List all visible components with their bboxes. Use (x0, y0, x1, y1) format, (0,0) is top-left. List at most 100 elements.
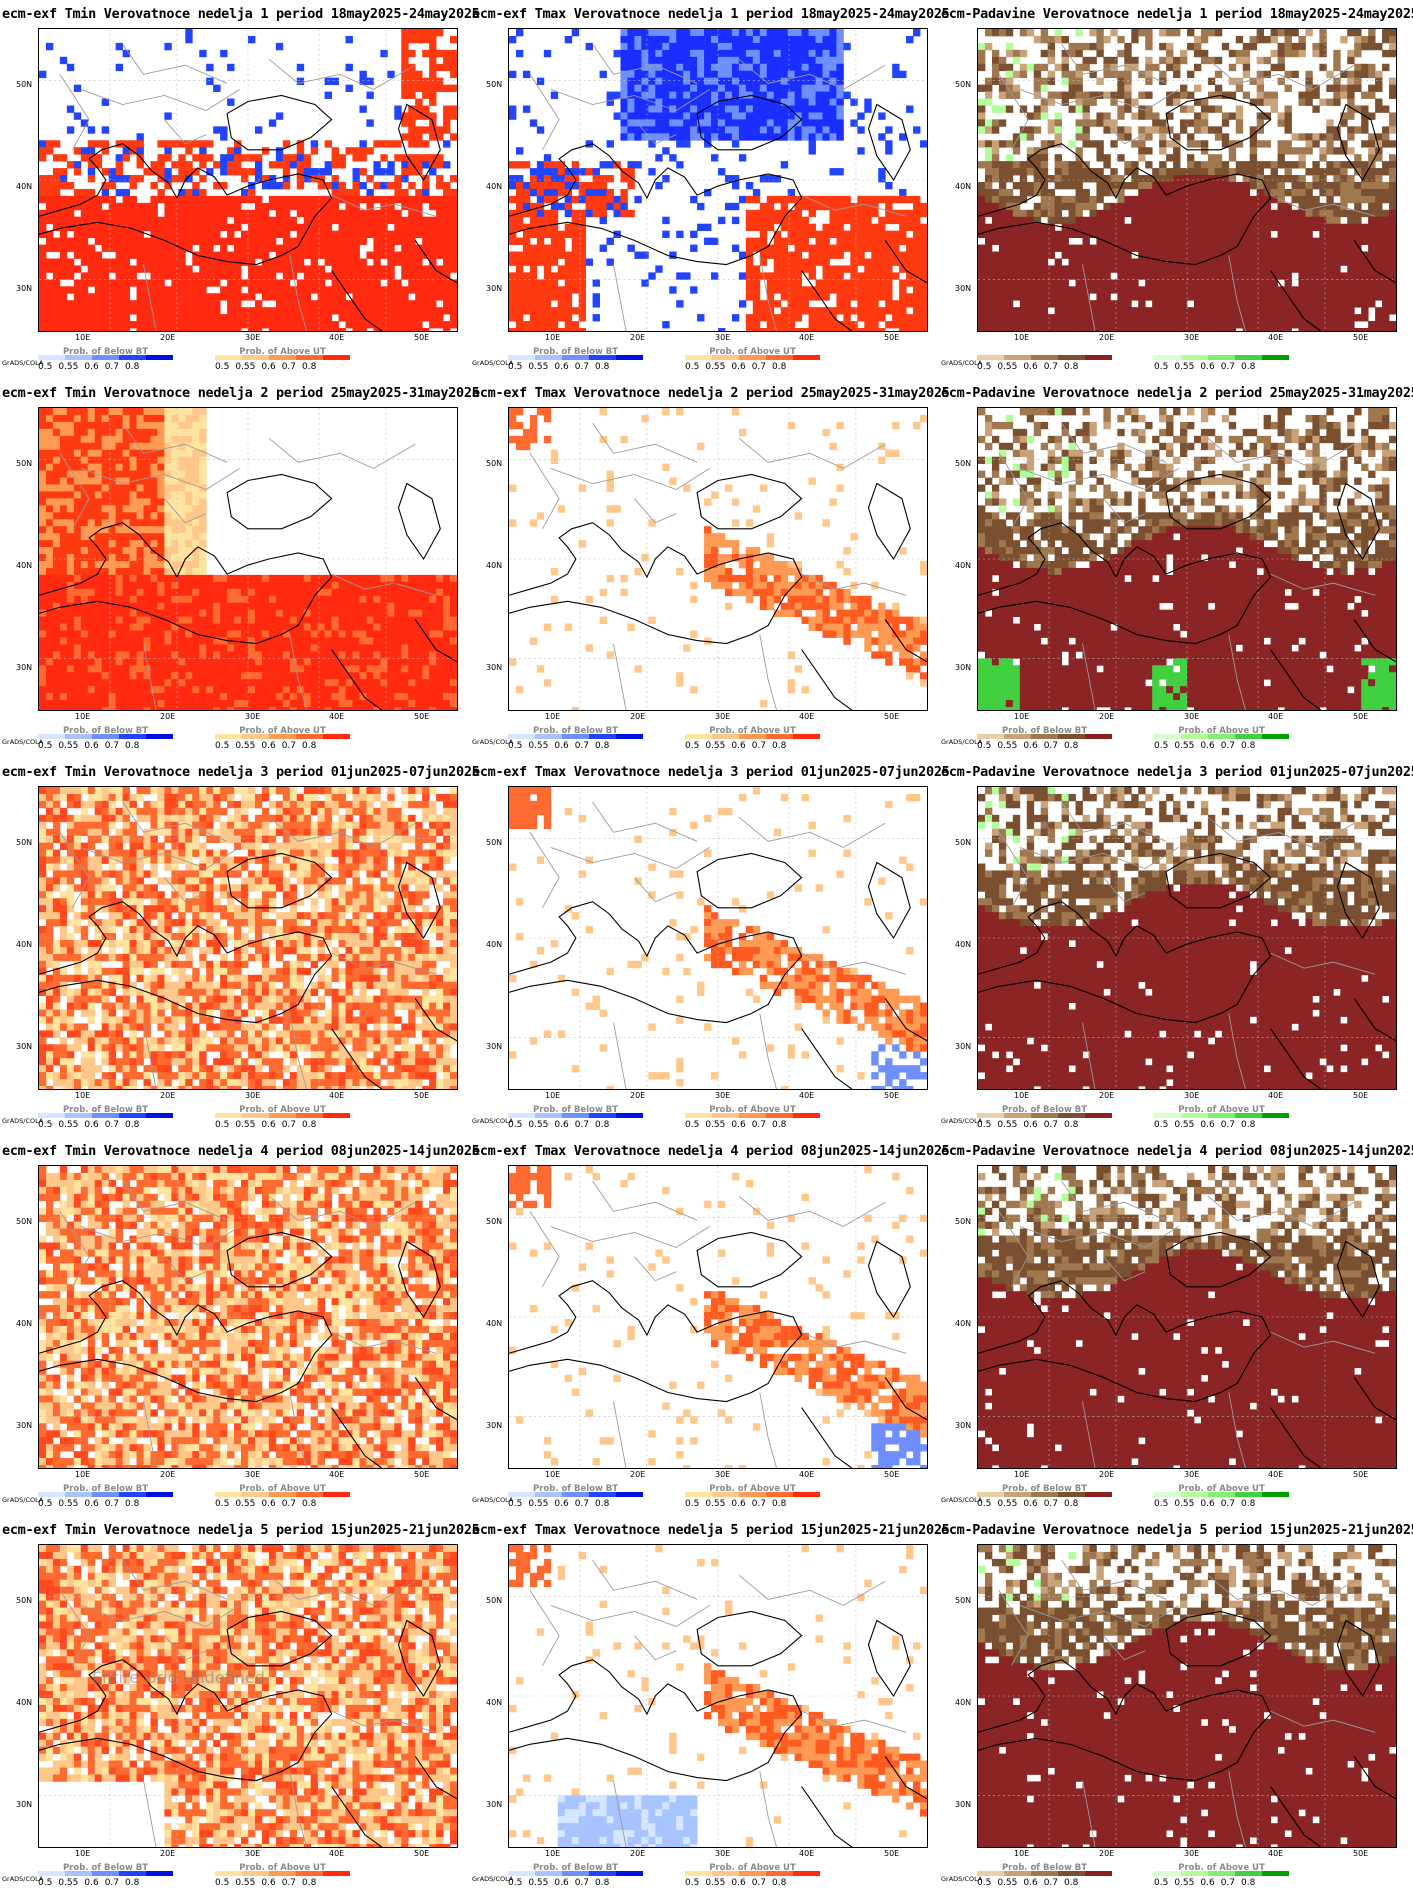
legend-tick: 0.5 (977, 1499, 991, 1509)
longitude-label: 20E (160, 333, 175, 342)
legend-above: Prob. of Above UT 0.5 0.55 0.6 0.7 0.8 (215, 347, 350, 377)
panel-title: ecm-exf Tmax Verovatnoce nedelja 2 perio… (472, 385, 950, 401)
longitude-label: 10E (75, 333, 90, 342)
longitude-label: 40E (329, 1091, 344, 1100)
probability-map (38, 407, 458, 711)
legend-tick: 0.7 (752, 1499, 766, 1509)
color-swatch (508, 734, 535, 739)
latitude-label: 40N (486, 1319, 502, 1328)
longitude-label: 40E (329, 1470, 344, 1479)
color-swatch (977, 1492, 1004, 1497)
color-swatch (92, 355, 119, 360)
color-swatch (65, 1113, 92, 1118)
longitude-label: 10E (545, 712, 560, 721)
longitude-label: 10E (75, 1091, 90, 1100)
legend-ticks: 0.5 0.55 0.6 0.7 0.8 (508, 741, 648, 751)
legend-below: Prob. of Below BT 0.5 0.55 0.6 0.7 0.8 (508, 1484, 643, 1514)
forecast-panel: ecm-exf Tmin Verovatnoce nedelja 3 perio… (2, 758, 480, 1137)
legend-tick: 0.55 (58, 1878, 78, 1888)
color-swatch (1262, 1492, 1289, 1497)
legend-ticks: 0.5 0.55 0.6 0.7 0.8 (215, 1120, 355, 1130)
forecast-panel: ecm-exf Tmin Verovatnoce nedelja 2 perio… (2, 379, 480, 758)
latitude-label: 40N (955, 940, 971, 949)
legend-tick: 0.55 (997, 362, 1017, 372)
color-bar (1154, 1871, 1289, 1876)
legend-tick: 0.55 (58, 362, 78, 372)
color-bar (685, 355, 820, 360)
probability-map (977, 28, 1397, 332)
color-swatch (766, 1113, 793, 1118)
legend-tick: 0.6 (84, 1878, 98, 1888)
legend-tick: 0.7 (1221, 1878, 1235, 1888)
probability-map (508, 1165, 928, 1469)
color-swatch (616, 355, 643, 360)
legend-tick: 0.8 (1241, 1878, 1255, 1888)
legend-below: Prob. of Below BT 0.5 0.55 0.6 0.7 0.8 (508, 347, 643, 377)
longitude-label: 10E (1014, 1091, 1029, 1100)
longitude-label: 50E (884, 1849, 899, 1858)
latitude-label: 30N (16, 663, 32, 672)
longitude-label: 50E (1353, 1470, 1368, 1479)
latitude-label: 30N (955, 663, 971, 672)
forecast-panel: ecm-Padavine Verovatnoce nedelja 2 perio… (941, 379, 1413, 758)
color-swatch (65, 1871, 92, 1876)
longitude-label: 20E (1099, 1091, 1114, 1100)
legend-tick: 0.7 (282, 362, 296, 372)
legend: GrADS/COLA Prob. of Below BT 0.5 0.55 0.6 0.7… (2, 726, 462, 756)
legend-tick: 0.5 (215, 1120, 229, 1130)
color-swatch (269, 734, 296, 739)
color-swatch (269, 1492, 296, 1497)
legend-ticks: 0.5 0.55 0.6 0.7 0.8 (977, 741, 1117, 751)
forecast-panel: ecm-exf Tmax Verovatnoce nedelja 3 perio… (472, 758, 950, 1137)
color-swatch (766, 355, 793, 360)
legend: GrADS/COLA Prob. of Below BT 0.5 0.55 0.6 0.7… (2, 1484, 462, 1514)
longitude-label: 40E (1268, 712, 1283, 721)
longitude-label: 40E (329, 1849, 344, 1858)
legend-title: Prob. of Below BT (508, 1863, 643, 1873)
longitude-label: 50E (884, 712, 899, 721)
color-swatch (1004, 734, 1031, 739)
color-swatch (508, 1871, 535, 1876)
forecast-panel: ecm-Padavine Verovatnoce nedelja 3 perio… (941, 758, 1413, 1137)
color-swatch (977, 1871, 1004, 1876)
color-swatch (535, 1113, 562, 1118)
color-swatch (508, 355, 535, 360)
color-swatch (685, 1492, 712, 1497)
legend-title: Prob. of Below BT (38, 1484, 173, 1494)
legend-below: Prob. of Below BT 0.5 0.55 0.6 0.7 0.8 (977, 726, 1112, 756)
probability-map (508, 1544, 928, 1848)
color-swatch (1208, 1871, 1235, 1876)
longitude-label: 30E (245, 712, 260, 721)
legend-tick: 0.5 (38, 362, 52, 372)
color-swatch (793, 355, 820, 360)
legend-tick: 0.55 (235, 362, 255, 372)
color-swatch (712, 1492, 739, 1497)
legend-below: Prob. of Below BT 0.5 0.55 0.6 0.7 0.8 (38, 1863, 173, 1893)
color-bar (977, 355, 1112, 360)
longitude-label: 10E (1014, 1849, 1029, 1858)
grads-credit: GrADS/COLA (941, 1875, 982, 1883)
color-swatch (215, 1492, 242, 1497)
legend-tick: 0.55 (528, 1120, 548, 1130)
probability-map (38, 28, 458, 332)
color-swatch (562, 355, 589, 360)
latitude-label: 40N (16, 940, 32, 949)
color-swatch (616, 734, 643, 739)
longitude-label: 50E (1353, 712, 1368, 721)
color-swatch (1262, 1113, 1289, 1118)
legend-tick: 0.8 (772, 1499, 786, 1509)
legend-tick: 0.7 (752, 362, 766, 372)
color-swatch (1208, 1113, 1235, 1118)
legend-ticks: 0.5 0.55 0.6 0.7 0.8 (508, 1120, 648, 1130)
longitude-label: 10E (545, 333, 560, 342)
legend-below: Prob. of Below BT 0.5 0.55 0.6 0.7 0.8 (38, 347, 173, 377)
legend-tick: 0.8 (772, 741, 786, 751)
legend-tick: 0.6 (731, 741, 745, 751)
color-swatch (685, 355, 712, 360)
color-bar (38, 355, 173, 360)
latitude-label: 30N (955, 1421, 971, 1430)
longitude-label: 30E (1184, 712, 1199, 721)
latitude-label: 40N (16, 182, 32, 191)
legend-ticks: 0.5 0.55 0.6 0.7 0.8 (1154, 741, 1294, 751)
legend-tick: 0.7 (105, 1120, 119, 1130)
